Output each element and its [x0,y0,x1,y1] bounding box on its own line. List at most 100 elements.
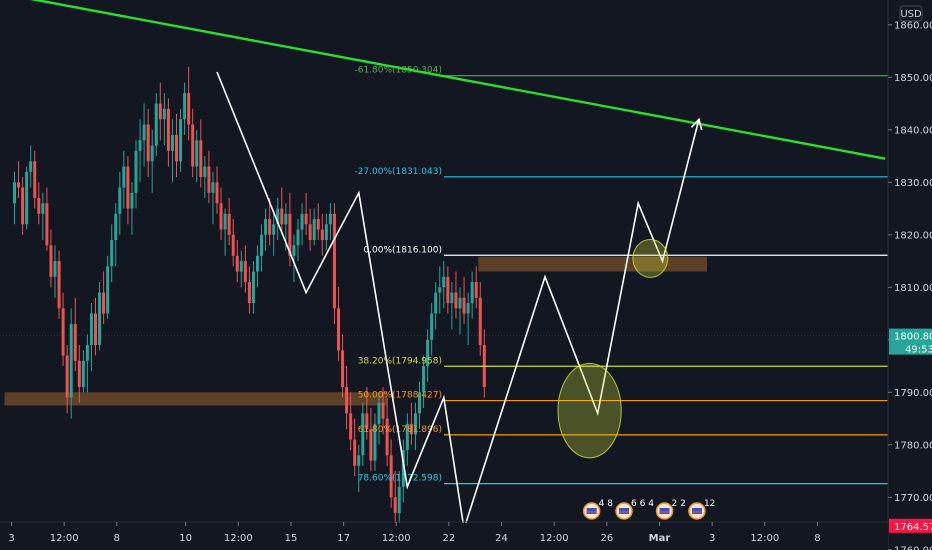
economic-event-flag-icon[interactable]: 2 2 [655,499,686,520]
candle-body [349,413,353,440]
candle-body [401,450,405,487]
y-tick-label: 1760.000 [894,545,932,550]
economic-event-flag-icon[interactable]: 12 [688,499,715,520]
candle-body [324,224,328,241]
y-axis-panel [889,0,932,550]
candle-body [49,245,53,277]
candle-body [296,229,300,246]
candle-body [215,182,219,204]
candle-body [142,124,146,141]
candle-body [454,292,458,309]
flag-icon [586,508,597,514]
flag-icon [691,508,702,514]
candle-body [272,224,276,235]
y-tick-label: 1820.000 [894,230,932,241]
currency-label: USD [900,9,922,20]
candle-body [450,292,454,304]
candle-body [102,292,106,314]
candle-body [13,182,16,204]
currency-badge[interactable] [899,5,923,22]
current-price-label: 1800.803 [894,332,932,343]
candle-body [247,282,251,304]
y-tick-label: 1790.000 [894,388,932,399]
candle-body [231,234,235,256]
candle-body [381,402,385,419]
candle-body [462,297,466,314]
candle-body [77,360,81,388]
candle-body [304,213,308,225]
candle-body [73,324,77,361]
candle-body [478,297,482,346]
candle-body [170,135,174,151]
y-tick-label: 1770.000 [894,493,932,504]
candle-body [227,213,231,235]
candle-body [292,245,296,256]
candle-body [162,108,166,120]
candle-body [89,313,93,346]
current-price-badge [889,328,932,355]
economic-event-flag-icon[interactable]: 4 8 [582,499,614,520]
x-tick-label: 3 [8,533,14,544]
economic-event-flag-icon[interactable]: 6 6 4 [615,499,654,520]
candle-body [300,213,304,230]
candle-body [199,140,203,178]
candle-body [187,93,191,125]
candle-body [357,455,361,466]
candle-body [81,360,85,388]
candle-body [332,213,336,309]
candle-body [166,108,170,151]
candle-body [138,140,142,151]
candle-body [45,203,49,246]
candle-body [85,345,89,361]
x-tick-label: 12:00 [50,533,79,544]
x-tick-label: 26 [600,533,613,544]
projection-path [216,71,700,530]
candle-body [353,439,357,466]
fib-level-label: 50.00%(1788.427) [358,391,442,401]
x-tick-label: 22 [443,533,456,544]
candle-body [268,219,272,235]
y-tick-label: 1810.000 [894,283,932,294]
candle-body [470,282,474,304]
fib-level-label: -61.80%(1850.304) [354,66,442,76]
candle-body [114,213,118,241]
candle-body [393,497,397,514]
candle-body [260,234,264,256]
candle-body [37,198,41,214]
x-tick-label: 12:00 [224,533,253,544]
candle-body [361,413,365,456]
x-tick-label: Mar [649,533,671,544]
candle-body [110,240,114,267]
candle-body [211,182,215,193]
candle-body [65,355,69,398]
x-tick-label: 15 [285,533,298,544]
candle-body [405,423,409,451]
candle-body [256,255,259,272]
x-tick-label: 12:00 [750,533,779,544]
x-tick-label: 12:00 [382,533,411,544]
event-count: 6 6 4 [631,499,654,509]
candle-body [426,339,430,367]
price-zone [4,392,388,406]
candle-body [397,486,401,514]
candle-body [21,187,25,225]
x-tick-label: 8 [114,533,120,544]
x-tick-label: 17 [337,533,350,544]
candle-body [434,292,438,314]
candle-body [337,308,340,351]
candle-body [195,140,199,167]
flag-icon [619,508,630,514]
candle-body [98,292,102,346]
y-tick-label: 1830.000 [894,178,932,189]
candle-body [458,297,462,309]
y-tick-label: 1840.000 [894,125,932,136]
candle-body [341,350,345,388]
candle-body [122,166,126,188]
candle-body [442,276,446,288]
candle-body [25,171,29,225]
candle-body [219,203,223,230]
trendline [29,0,886,160]
